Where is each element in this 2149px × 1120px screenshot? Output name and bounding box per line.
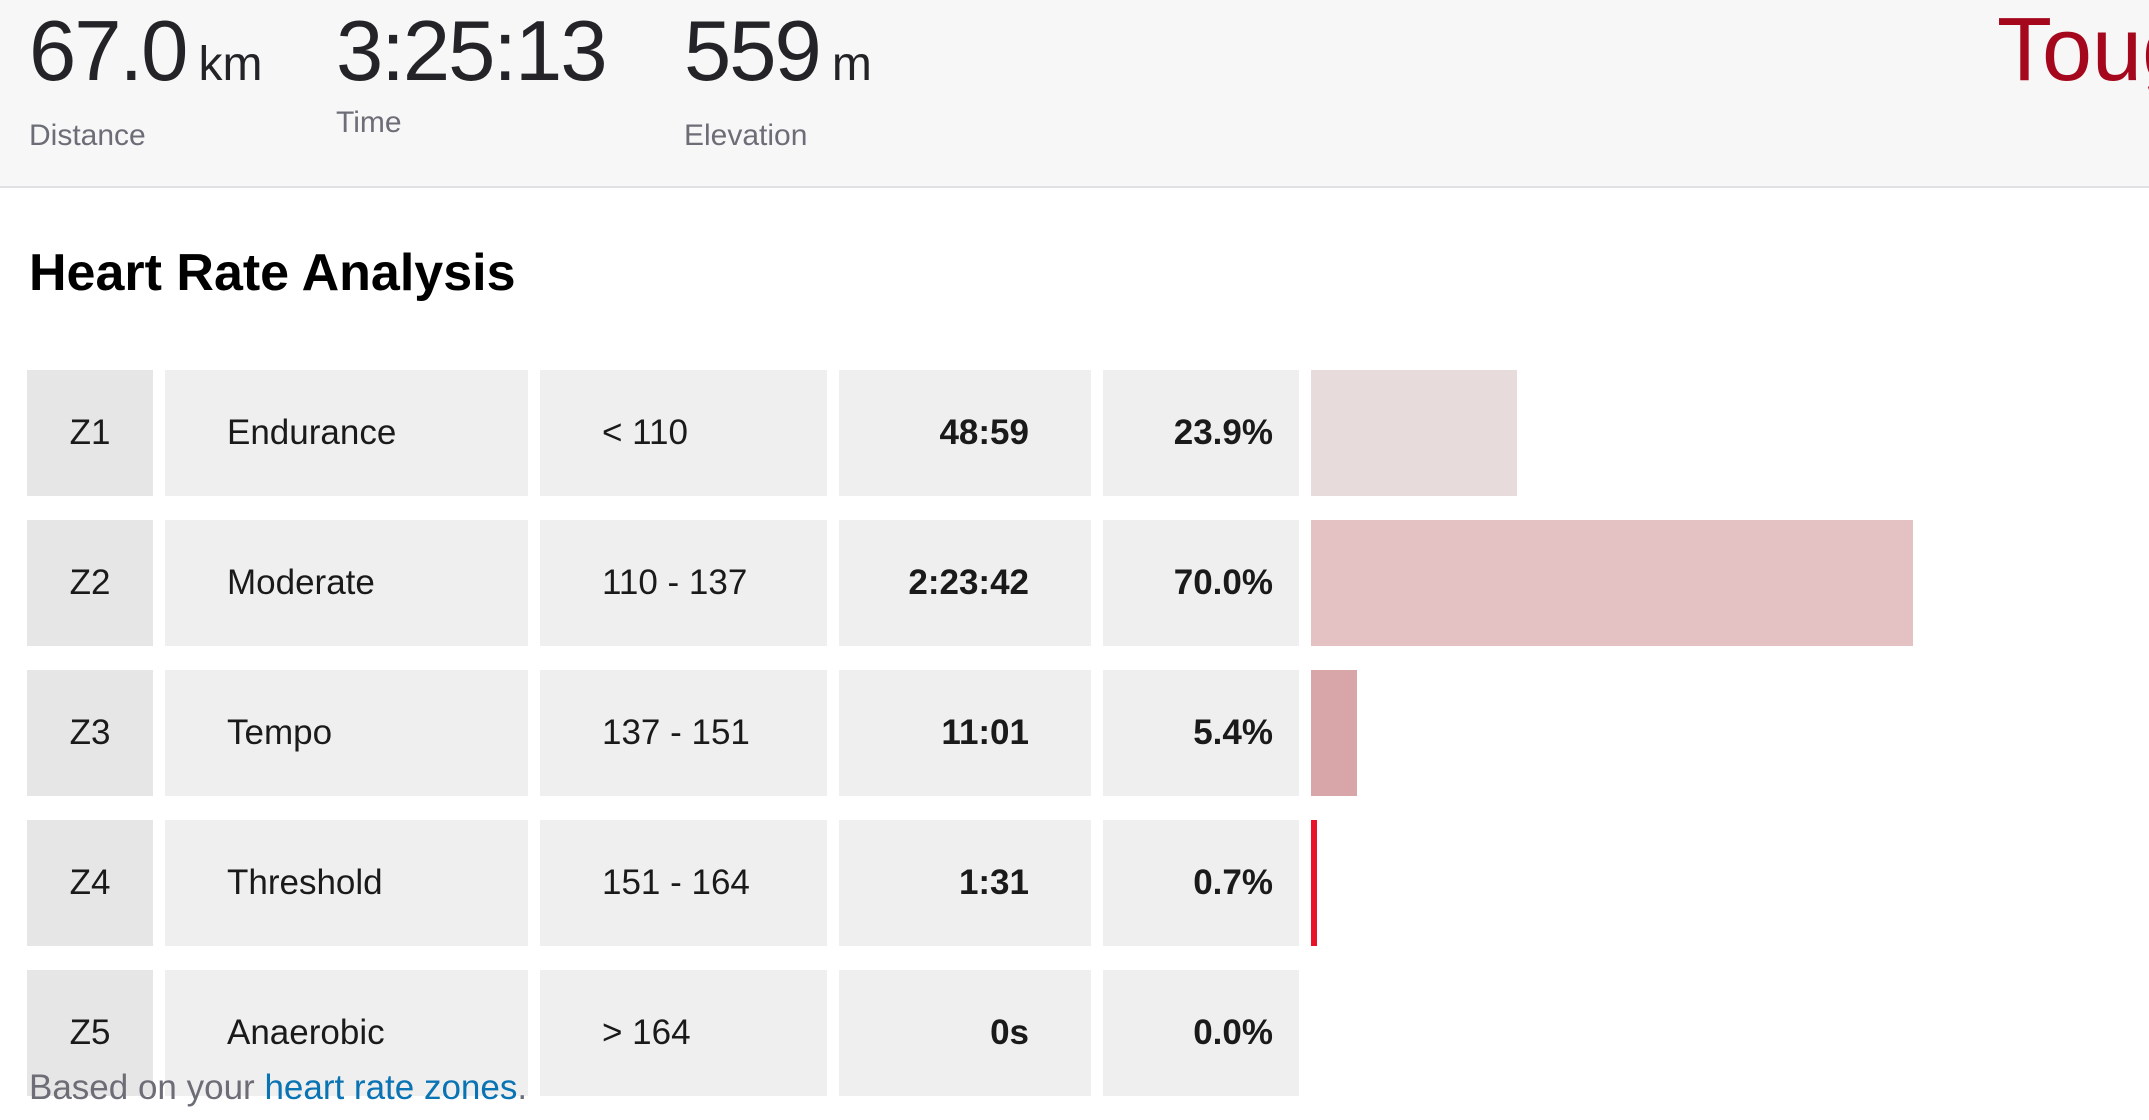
zone-bar (1311, 370, 1517, 496)
zone-bar-track (1311, 820, 2143, 946)
zone-bpm-range: 151 - 164 (540, 820, 827, 946)
zone-id: Z1 (27, 370, 153, 496)
distance-number: 67.0 (29, 4, 188, 99)
zone-percent: 0.0% (1103, 970, 1299, 1096)
zone-time: 0s (839, 970, 1091, 1096)
zone-bpm-range: < 110 (540, 370, 827, 496)
zone-time: 11:01 (839, 670, 1091, 796)
zones-footnote: Based on your heart rate zones. (29, 1068, 527, 1108)
zone-row: Z5 Anaerobic > 164 0s 0.0% (27, 970, 2149, 1096)
zone-time: 2:23:42 (839, 520, 1091, 646)
stat-distance-value: 67.0 km (29, 4, 262, 113)
zone-name: Tempo (165, 670, 528, 796)
footnote-prefix: Based on your (29, 1068, 265, 1107)
zone-percent: 23.9% (1103, 370, 1299, 496)
elevation-unit: m (831, 38, 872, 91)
heart-rate-zones-link[interactable]: heart rate zones (264, 1068, 518, 1107)
zone-id: Z2 (27, 520, 153, 646)
zone-bar-track (1311, 520, 2143, 646)
stat-time-value: 3:25:13 (336, 4, 608, 99)
zone-row: Z3 Tempo 137 - 151 11:01 5.4% (27, 670, 2149, 796)
zone-name: Endurance (165, 370, 528, 496)
zone-bpm-range: 110 - 137 (540, 520, 827, 646)
activity-stats-header: 67.0 km Distance 3:25:13 Time 559 m Elevat… (0, 0, 2149, 188)
stat-time-label: Time (336, 106, 402, 139)
zone-time: 48:59 (839, 370, 1091, 496)
zone-percent: 70.0% (1103, 520, 1299, 646)
zone-name: Threshold (165, 820, 528, 946)
zone-time: 1:31 (839, 820, 1091, 946)
zone-row: Z1 Endurance < 110 48:59 23.9% (27, 370, 2149, 496)
zone-id: Z5 (27, 970, 153, 1096)
stat-elevation: 559 m Elevation (684, 4, 872, 153)
effort-rating: Toug (1997, 0, 2149, 100)
zone-bar (1311, 820, 1318, 946)
zone-name: Moderate (165, 520, 528, 646)
zone-percent: 0.7% (1103, 820, 1299, 946)
zone-bar-track (1311, 670, 2143, 796)
stat-distance: 67.0 km Distance (29, 4, 262, 153)
heart-rate-analysis-title: Heart Rate Analysis (29, 244, 516, 302)
stat-time: 3:25:13 Time (336, 4, 608, 140)
footnote-suffix: . (517, 1068, 528, 1107)
zone-bpm-range: 137 - 151 (540, 670, 827, 796)
zone-id: Z4 (27, 820, 153, 946)
zone-bar-track (1311, 970, 2143, 1096)
zone-bar (1311, 670, 1358, 796)
zone-bar (1311, 520, 1913, 646)
zone-bpm-range: > 164 (540, 970, 827, 1096)
zone-id: Z3 (27, 670, 153, 796)
zone-row: Z2 Moderate 110 - 137 2:23:42 70.0% (27, 520, 2149, 646)
stat-distance-label: Distance (29, 119, 146, 152)
zone-bar-track (1311, 370, 2143, 496)
distance-unit: km (198, 38, 263, 91)
stat-elevation-value: 559 m (684, 4, 872, 113)
zone-row: Z4 Threshold 151 - 164 1:31 0.7% (27, 820, 2149, 946)
elevation-number: 559 (684, 4, 822, 99)
zone-name: Anaerobic (165, 970, 528, 1096)
zone-percent: 5.4% (1103, 670, 1299, 796)
stat-elevation-label: Elevation (684, 119, 808, 152)
